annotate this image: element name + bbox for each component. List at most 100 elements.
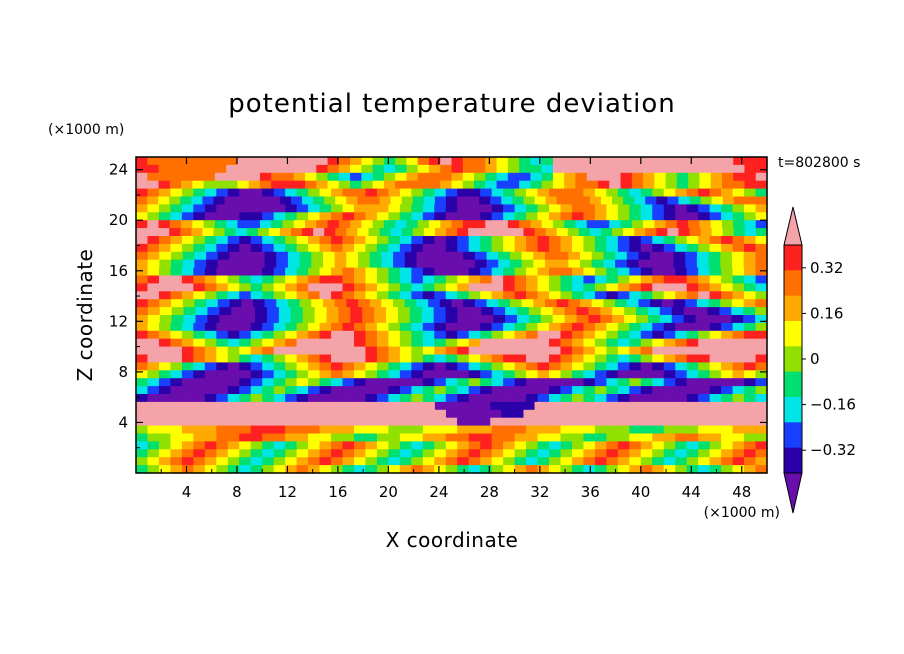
heatmap-cell bbox=[250, 275, 263, 284]
heatmap-cell bbox=[731, 299, 745, 308]
heatmap-cell bbox=[158, 386, 172, 395]
heatmap-cell bbox=[376, 212, 389, 221]
heatmap-cell bbox=[397, 315, 411, 324]
heatmap-cell bbox=[516, 315, 530, 324]
heatmap-cell bbox=[541, 157, 554, 166]
heatmap-cell bbox=[689, 409, 702, 419]
heatmap-cell bbox=[755, 449, 768, 458]
colorbar: 0.320.160−0.16−0.32 bbox=[783, 206, 856, 514]
heatmap-cell bbox=[376, 394, 389, 403]
heatmap-cell bbox=[606, 441, 619, 450]
heatmap-cell bbox=[678, 417, 691, 427]
heatmap-cell bbox=[597, 180, 610, 190]
heatmap-cell bbox=[721, 157, 734, 166]
heatmap-cell bbox=[700, 417, 713, 427]
heatmap-cell bbox=[744, 449, 757, 458]
heatmap-cell bbox=[537, 243, 550, 253]
heatmap-cell bbox=[537, 354, 550, 363]
heatmap-cell bbox=[181, 338, 194, 348]
heatmap-cell bbox=[434, 275, 447, 284]
heatmap-field bbox=[136, 157, 768, 474]
heatmap-cell bbox=[720, 259, 733, 269]
heatmap-cell bbox=[606, 275, 619, 284]
heatmap-cell bbox=[523, 228, 536, 237]
heatmap-cell bbox=[302, 401, 314, 411]
heatmap-cell bbox=[583, 457, 596, 466]
heatmap-cell bbox=[631, 164, 644, 174]
heatmap-cell bbox=[216, 338, 229, 348]
heatmap-cell bbox=[399, 212, 412, 221]
heatmap-cell bbox=[158, 275, 172, 284]
heatmap-cell bbox=[676, 157, 689, 166]
heatmap-cell bbox=[262, 394, 275, 403]
heatmap-cell bbox=[273, 291, 286, 300]
heatmap-cell bbox=[388, 283, 401, 292]
heatmap-cell bbox=[169, 409, 181, 419]
heatmap-cell bbox=[434, 243, 447, 253]
heatmap-cell bbox=[316, 220, 329, 229]
heatmap-cell bbox=[526, 370, 539, 379]
heatmap-cell bbox=[227, 370, 240, 379]
heatmap-cell bbox=[594, 283, 607, 292]
heatmap-cell bbox=[434, 394, 447, 403]
heatmap-cell bbox=[390, 228, 403, 237]
heatmap-cell bbox=[603, 299, 616, 308]
heatmap-cell bbox=[676, 164, 689, 174]
heatmap-cell bbox=[342, 354, 355, 363]
heatmap-cell bbox=[744, 441, 757, 450]
heatmap-cell bbox=[383, 220, 396, 229]
heatmap-cell bbox=[365, 243, 378, 253]
heatmap-cell bbox=[193, 267, 206, 277]
heatmap-cell bbox=[732, 425, 745, 435]
heatmap-cell bbox=[147, 354, 160, 363]
heatmap-cell bbox=[147, 291, 160, 300]
heatmap-cell bbox=[296, 330, 309, 340]
heatmap-cell bbox=[241, 259, 254, 269]
heatmap-cell bbox=[248, 180, 261, 190]
heatmap-cell bbox=[744, 180, 757, 190]
heatmap-cell bbox=[226, 220, 239, 229]
heatmap-cell bbox=[147, 449, 160, 458]
heatmap-cell bbox=[663, 449, 676, 458]
heatmap-cell bbox=[379, 401, 392, 411]
heatmap-cell bbox=[597, 220, 610, 229]
heatmap-cell bbox=[709, 449, 722, 458]
heatmap-cell bbox=[290, 307, 304, 316]
heatmap-cell bbox=[617, 433, 630, 442]
heatmap-cell bbox=[308, 330, 321, 340]
heatmap-cell bbox=[556, 228, 569, 237]
heatmap-cell bbox=[721, 362, 734, 371]
heatmap-cell bbox=[395, 164, 408, 174]
heatmap-cell bbox=[158, 180, 171, 190]
heatmap-cell bbox=[237, 220, 250, 229]
heatmap-cell bbox=[285, 457, 298, 466]
heatmap-cell bbox=[501, 401, 513, 411]
heatmap-cell bbox=[434, 401, 447, 411]
heatmap-cell bbox=[636, 307, 649, 316]
heatmap-cell bbox=[395, 172, 408, 182]
heatmap-cell bbox=[755, 370, 768, 379]
heatmap-cell bbox=[663, 378, 676, 387]
heatmap-cell bbox=[631, 157, 644, 166]
heatmap-cell bbox=[376, 330, 389, 340]
heatmap-cell bbox=[629, 338, 642, 348]
heatmap-cell bbox=[696, 259, 710, 269]
heatmap-cell bbox=[556, 251, 569, 261]
heatmap-cell bbox=[147, 409, 159, 419]
heatmap-cell bbox=[640, 457, 653, 466]
heatmap-cell bbox=[169, 228, 181, 237]
heatmap-cell bbox=[629, 283, 642, 292]
heatmap-cell bbox=[376, 322, 389, 332]
heatmap-cell bbox=[181, 378, 194, 387]
heatmap-cell bbox=[652, 236, 665, 245]
heatmap-cell bbox=[235, 401, 248, 411]
heatmap-cell bbox=[296, 322, 309, 332]
heatmap-cell bbox=[411, 291, 424, 300]
heatmap-cell bbox=[560, 291, 573, 300]
heatmap-cell bbox=[634, 401, 646, 411]
heatmap-cell bbox=[606, 338, 619, 348]
heatmap-cell bbox=[246, 401, 259, 411]
heatmap-cell bbox=[365, 291, 378, 300]
heatmap-cell bbox=[296, 338, 309, 348]
heatmap-cell bbox=[353, 283, 367, 292]
